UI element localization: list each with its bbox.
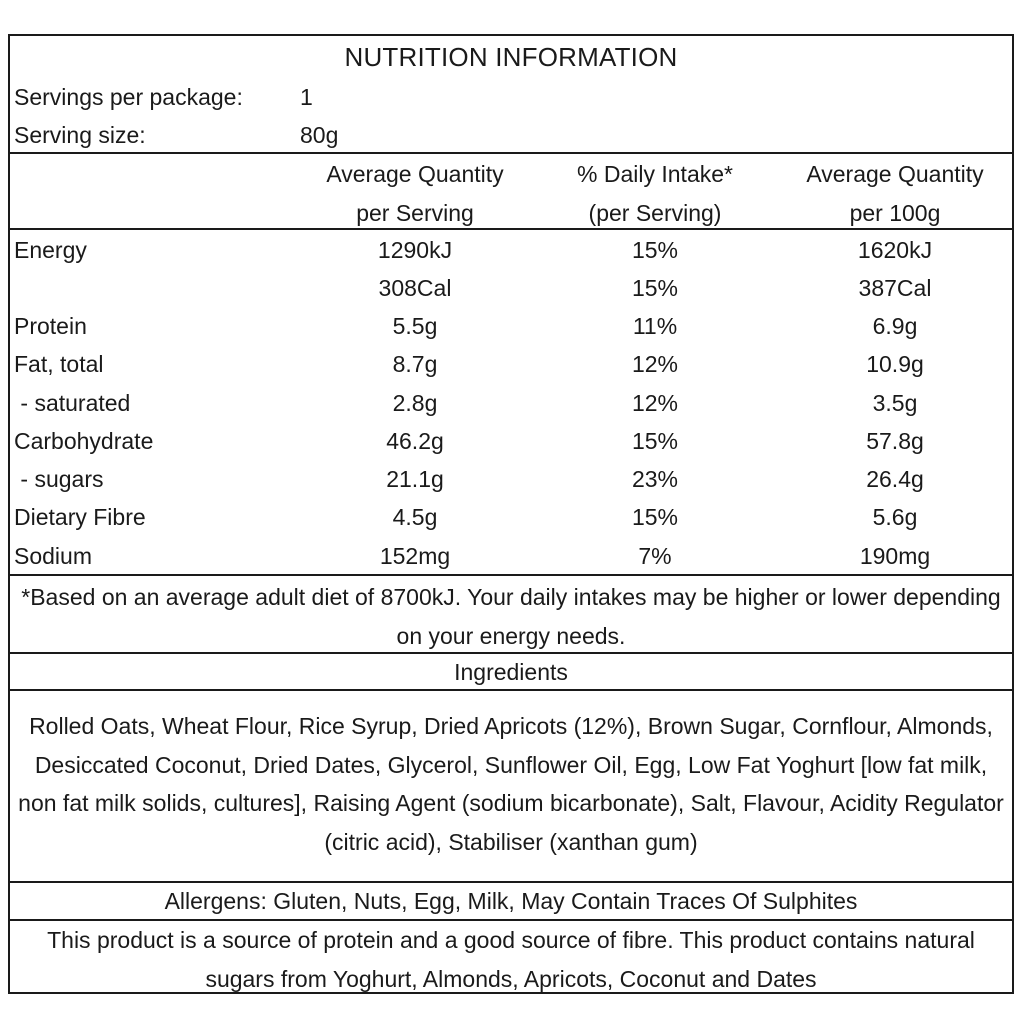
header-per-serving-line1: Average Quantity bbox=[326, 161, 504, 187]
nutrient-per-100g: 6.9g bbox=[872, 313, 918, 339]
nutrient-per-100g: 1620kJ bbox=[857, 237, 933, 263]
ingredients-heading: Ingredients bbox=[454, 659, 568, 685]
header-per-100g-line1: Average Quantity bbox=[806, 161, 984, 187]
nutrient-per-serving: 5.5g bbox=[392, 313, 438, 339]
nutrient-per-serving: 46.2g bbox=[386, 428, 444, 454]
nutrient-name: Carbohydrate bbox=[14, 428, 154, 454]
allergens-statement: Allergens: Gluten, Nuts, Egg, Milk, May … bbox=[164, 888, 858, 914]
nutrient-daily-intake: 7% bbox=[638, 543, 672, 569]
product-claim: This product is a source of protein and … bbox=[47, 927, 975, 992]
daily-intake-footnote: *Based on an average adult diet of 8700k… bbox=[21, 584, 1001, 649]
nutrient-per-serving: 308Cal bbox=[378, 275, 452, 301]
nutrient-name: Sodium bbox=[14, 543, 92, 569]
nutrient-daily-intake: 12% bbox=[631, 390, 679, 416]
nutrient-per-serving: 2.8g bbox=[392, 390, 438, 416]
nutrient-name: Dietary Fibre bbox=[14, 504, 146, 530]
nutrient-per-serving: 8.7g bbox=[392, 351, 438, 377]
nutrient-daily-intake: 12% bbox=[631, 351, 679, 377]
header-daily-intake-line2: (per Serving) bbox=[588, 200, 722, 226]
nutrient-per-100g: 26.4g bbox=[866, 466, 924, 492]
nutrient-daily-intake: 15% bbox=[631, 504, 679, 530]
nutrient-daily-intake: 15% bbox=[631, 237, 679, 263]
divider bbox=[10, 652, 1012, 654]
nutrient-per-100g: 5.6g bbox=[872, 504, 918, 530]
serving-size-value: 80g bbox=[300, 122, 339, 148]
header-per-serving-line2: per Serving bbox=[356, 200, 474, 226]
nutrient-name: Energy bbox=[14, 237, 87, 263]
nutrient-per-100g: 3.5g bbox=[872, 390, 918, 416]
panel-title: NUTRITION INFORMATION bbox=[344, 42, 678, 72]
divider bbox=[10, 919, 1012, 921]
nutrient-name: Fat, total bbox=[14, 351, 104, 377]
nutrient-per-serving: 4.5g bbox=[392, 504, 438, 530]
nutrient-per-100g: 57.8g bbox=[866, 428, 924, 454]
servings-per-package-value: 1 bbox=[300, 84, 313, 110]
nutrient-daily-intake: 11% bbox=[632, 313, 678, 339]
ingredients-list: Rolled Oats, Wheat Flour, Rice Syrup, Dr… bbox=[18, 713, 1004, 855]
nutrient-name: - saturated bbox=[14, 390, 131, 416]
nutrient-per-100g: 387Cal bbox=[858, 275, 932, 301]
nutrient-per-100g: 10.9g bbox=[866, 351, 924, 377]
serving-size-label: Serving size: bbox=[14, 122, 146, 148]
nutrient-per-serving: 152mg bbox=[379, 543, 451, 569]
nutrient-name: - sugars bbox=[14, 466, 104, 492]
header-daily-intake-line1: % Daily Intake* bbox=[577, 161, 733, 187]
nutrient-name: Protein bbox=[14, 313, 87, 339]
nutrition-panel: NUTRITION INFORMATION Servings per packa… bbox=[8, 34, 1014, 994]
divider bbox=[10, 689, 1012, 691]
divider bbox=[10, 574, 1012, 576]
nutrient-daily-intake: 23% bbox=[631, 466, 679, 492]
nutrient-per-serving: 21.1g bbox=[386, 466, 444, 492]
header-per-100g-line2: per 100g bbox=[849, 200, 941, 226]
divider bbox=[10, 152, 1012, 154]
servings-per-package-label: Servings per package: bbox=[14, 84, 243, 110]
nutrient-daily-intake: 15% bbox=[631, 275, 679, 301]
nutrient-daily-intake: 15% bbox=[631, 428, 679, 454]
divider bbox=[10, 881, 1012, 883]
nutrient-per-100g: 190mg bbox=[859, 543, 931, 569]
divider bbox=[10, 228, 1012, 230]
nutrient-per-serving: 1290kJ bbox=[377, 237, 453, 263]
